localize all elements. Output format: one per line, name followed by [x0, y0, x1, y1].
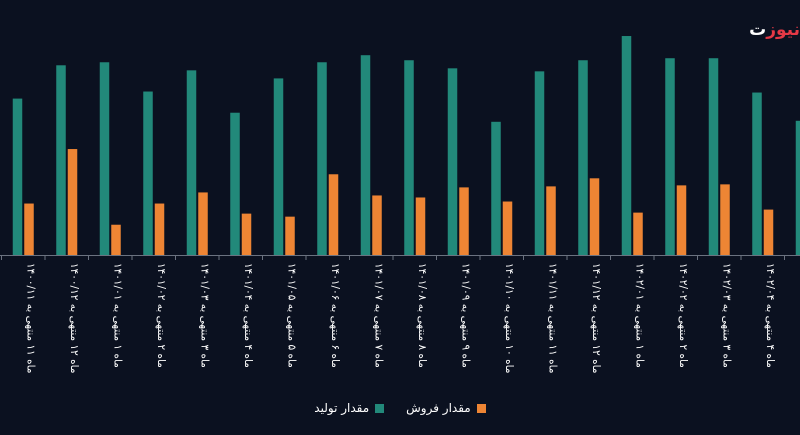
bar-sales [154, 203, 165, 255]
bar-production [578, 60, 588, 255]
bar-production [447, 68, 458, 256]
bar-sales [198, 192, 208, 255]
x-tick-label: ماه ۱ منتهی به ۱۴۰۱/۰۱ [111, 263, 123, 368]
bar-production [491, 121, 501, 255]
x-tick-label: ماه ۲ منتهی به ۱۴۰۲/۰۲ [677, 263, 689, 368]
bar-production [708, 58, 719, 256]
bar-sales [241, 213, 252, 255]
bar-sales [372, 195, 382, 255]
brand-logo: نیوزت [749, 20, 800, 40]
bar-production [360, 55, 371, 256]
bar-sales [328, 174, 339, 255]
bar-production [534, 71, 545, 255]
bar-production [12, 98, 23, 255]
bar-production [143, 91, 153, 255]
bar-production [752, 92, 762, 255]
x-axis-labels: ماه ۱۱ منتهی به ۱۴۰۰/۱۱ ماه ۱۲ منتهی به ۱… [24, 263, 776, 373]
x-tick-label: ماه ۹ منتهی به ۱۴۰۱/۰۹ [459, 263, 471, 368]
bar-production [795, 120, 800, 255]
bar-production [99, 62, 110, 255]
x-tick-label: ماه ۱۲ منتهی به ۱۴۰۱/۱۲ [590, 263, 602, 373]
bar-sales [720, 184, 730, 255]
legend-swatch-production [375, 403, 385, 413]
x-tick-label: ماه ۵ منتهی به ۱۴۰۱/۰۵ [285, 263, 297, 368]
chart-legend: مقدار فروش مقدار تولید [0, 401, 800, 415]
legend-label-sales: مقدار فروش [406, 401, 471, 415]
bar-production [186, 70, 197, 255]
logo-text-red: نیوز [766, 20, 800, 40]
bar-sales [589, 178, 600, 255]
x-tick-label: ماه ۳ منتهی به ۱۴۰۲/۰۳ [720, 263, 732, 368]
x-tick-label: ماه ۴ منتهی به ۱۴۰۲/۰۴ [764, 263, 776, 368]
logo-text-white: ت [749, 20, 767, 40]
x-tick-label: ماه ۱۱ منتهی به ۱۴۰۰/۱۱ [24, 263, 36, 373]
bar-sales [546, 186, 556, 255]
bar-sales [459, 187, 469, 255]
x-tick-label: ماه ۱۲ منتهی به ۱۴۰۰/۱۲ [68, 263, 80, 373]
x-axis-ticks [1, 255, 785, 260]
x-tick-label: ماه ۸ منتهی به ۱۴۰۱/۰۸ [416, 263, 428, 368]
bar-production [56, 65, 66, 255]
bar-production [665, 58, 675, 256]
bar-production [317, 62, 327, 255]
x-tick-label: ماه ۲ منتهی به ۱۴۰۱/۰۲ [155, 263, 167, 368]
bar-production [230, 112, 240, 255]
bar-production [621, 36, 632, 256]
legend-swatch-sales [476, 403, 486, 413]
x-tick-label: ماه ۷ منتهی به ۱۴۰۱/۰۷ [372, 263, 384, 368]
bar-sales [763, 209, 774, 255]
bar-sales [285, 216, 295, 255]
bar-sales [67, 149, 78, 255]
x-tick-label: ماه ۴ منتهی به ۱۴۰۱/۰۴ [242, 263, 254, 368]
bars-group [12, 36, 800, 256]
bar-sales [111, 224, 121, 255]
legend-item-sales: مقدار فروش [406, 401, 486, 415]
legend-item-production: مقدار تولید [314, 401, 385, 415]
bar-sales [24, 203, 34, 255]
bar-sales [676, 185, 687, 255]
x-tick-label: ماه ۱۱ منتهی به ۱۴۰۱/۱۱ [546, 263, 558, 373]
x-tick-label: ماه ۱ منتهی به ۱۴۰۲/۰۱ [633, 263, 645, 368]
x-tick-label: ماه ۱۰ منتهی به ۱۴۰۱/۱۰ [503, 263, 515, 373]
bar-sales [415, 197, 426, 255]
x-tick-label: ماه ۳ منتهی به ۱۴۰۱/۰۳ [198, 263, 210, 368]
bar-production [404, 60, 414, 255]
bar-sales [502, 201, 513, 255]
bar-sales [633, 212, 643, 255]
x-tick-label: ماه ۶ منتهی به ۱۴۰۱/۰۶ [329, 263, 341, 368]
bar-production [273, 78, 284, 255]
legend-label-production: مقدار تولید [314, 401, 370, 415]
